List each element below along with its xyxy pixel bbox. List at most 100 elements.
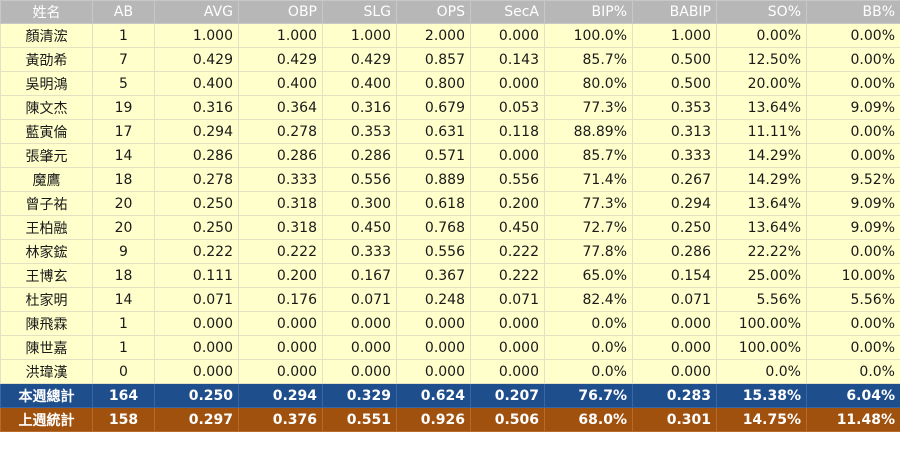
stat-cell: 77.8% — [544, 239, 633, 264]
stat-cell: 0.267 — [632, 167, 717, 192]
stat-cell: 14.75% — [716, 407, 807, 432]
stat-cell: 9.09% — [806, 191, 900, 216]
stat-cell: 80.0% — [544, 71, 633, 96]
stat-cell: 0.283 — [632, 383, 717, 408]
column-header: BIP% — [544, 0, 633, 24]
stat-cell: 0.250 — [632, 215, 717, 240]
stat-cell: 0.450 — [322, 215, 397, 240]
stat-cell: 0.329 — [322, 383, 397, 408]
stat-cell: 0.301 — [632, 407, 717, 432]
stat-cell: 0.551 — [322, 407, 397, 432]
stat-cell: 1.000 — [632, 23, 717, 48]
column-header: 姓名 — [0, 0, 93, 24]
stat-cell: 0.000 — [154, 311, 239, 336]
stat-cell: 9 — [92, 239, 155, 264]
stat-cell: 1.000 — [154, 23, 239, 48]
stat-cell: 0.00% — [806, 311, 900, 336]
stat-cell: 0.294 — [632, 191, 717, 216]
table-header: 姓名 AB AVG OBP SLG OPS SecA BIP% BABIP SO% BB% — [0, 0, 900, 24]
stat-cell: 15.38% — [716, 383, 807, 408]
stat-cell: 0.000 — [322, 311, 397, 336]
stat-cell: 9.09% — [806, 215, 900, 240]
stat-cell: 0.000 — [396, 311, 471, 336]
stat-cell: 0.00% — [806, 143, 900, 168]
stat-cell: 0.071 — [154, 287, 239, 312]
stat-cell: 7 — [92, 47, 155, 72]
stat-cell: 5.56% — [806, 287, 900, 312]
stat-cell: 71.4% — [544, 167, 633, 192]
stat-cell: 0.429 — [322, 47, 397, 72]
stat-cell: 0.353 — [322, 119, 397, 144]
stat-cell: 0.376 — [238, 407, 323, 432]
player-name-cell: 張肇元 — [0, 143, 93, 168]
stat-cell: 0.429 — [154, 47, 239, 72]
stat-cell: 20 — [92, 215, 155, 240]
stat-cell: 100.00% — [716, 335, 807, 360]
stat-cell: 0.364 — [238, 95, 323, 120]
stat-cell: 0.624 — [396, 383, 471, 408]
player-name-cell: 杜家明 — [0, 287, 93, 312]
stat-cell: 0.316 — [322, 95, 397, 120]
stat-cell: 0.571 — [396, 143, 471, 168]
stat-cell: 0.207 — [470, 383, 545, 408]
stat-cell: 14.29% — [716, 143, 807, 168]
stat-cell: 14 — [92, 143, 155, 168]
stat-cell: 0.500 — [632, 71, 717, 96]
table-row: 王柏融 20 0.250 0.318 0.450 0.768 0.450 72.7% 0.250… — [0, 215, 900, 240]
stat-cell: 0.118 — [470, 119, 545, 144]
stat-cell: 1.000 — [322, 23, 397, 48]
player-name-cell: 王柏融 — [0, 215, 93, 240]
stat-cell: 82.4% — [544, 287, 633, 312]
player-name-cell: 曾子祐 — [0, 191, 93, 216]
table-row: 曾子祐 20 0.250 0.318 0.300 0.618 0.200 77.3% 0.294… — [0, 191, 900, 216]
stat-cell: 0.250 — [154, 215, 239, 240]
stat-cell: 0.300 — [322, 191, 397, 216]
stat-cell: 0.071 — [632, 287, 717, 312]
stat-cell: 0.00% — [806, 23, 900, 48]
stat-cell: 164 — [92, 383, 155, 408]
stat-cell: 20.00% — [716, 71, 807, 96]
stat-cell: 0.222 — [470, 239, 545, 264]
stat-cell: 0.316 — [154, 95, 239, 120]
player-name-cell: 陳文杰 — [0, 95, 93, 120]
column-header: OBP — [238, 0, 323, 24]
stat-cell: 0.297 — [154, 407, 239, 432]
table-row: 魔鷹 18 0.278 0.333 0.556 0.889 0.556 71.4% 0.267 1… — [0, 167, 900, 192]
player-name-cell: 王博玄 — [0, 263, 93, 288]
stat-cell: 0.294 — [238, 383, 323, 408]
stat-cell: 0.500 — [632, 47, 717, 72]
stat-cell: 0.556 — [396, 239, 471, 264]
player-name-cell: 黃劭希 — [0, 47, 93, 72]
column-header: SLG — [322, 0, 397, 24]
table-row: 張肇元 14 0.286 0.286 0.286 0.571 0.000 85.7% 0.333… — [0, 143, 900, 168]
stat-cell: 0.506 — [470, 407, 545, 432]
stat-cell: 0.00% — [806, 239, 900, 264]
stat-cell: 0.00% — [806, 119, 900, 144]
stat-cell: 0.000 — [470, 335, 545, 360]
stat-cell: 0.313 — [632, 119, 717, 144]
column-header: BB% — [806, 0, 900, 24]
stat-cell: 0.000 — [154, 335, 239, 360]
stat-cell: 0.631 — [396, 119, 471, 144]
stat-cell: 14.29% — [716, 167, 807, 192]
stat-cell: 0.000 — [470, 311, 545, 336]
stat-cell: 0.429 — [238, 47, 323, 72]
stat-cell: 0.0% — [544, 359, 633, 384]
stat-cell: 0.768 — [396, 215, 471, 240]
stat-cell: 0.286 — [154, 143, 239, 168]
stat-cell: 100.0% — [544, 23, 633, 48]
stat-cell: 13.64% — [716, 191, 807, 216]
stat-cell: 0.889 — [396, 167, 471, 192]
stat-cell: 0.278 — [154, 167, 239, 192]
stat-cell: 100.00% — [716, 311, 807, 336]
stat-cell: 0.000 — [396, 359, 471, 384]
stat-cell: 0.0% — [544, 311, 633, 336]
stat-cell: 9.52% — [806, 167, 900, 192]
column-header: OPS — [396, 0, 471, 24]
stat-cell: 0.0% — [716, 359, 807, 384]
column-header: AVG — [154, 0, 239, 24]
stat-cell: 11.11% — [716, 119, 807, 144]
stat-cell: 0.0% — [806, 359, 900, 384]
stat-cell: 1 — [92, 23, 155, 48]
stat-cell: 158 — [92, 407, 155, 432]
